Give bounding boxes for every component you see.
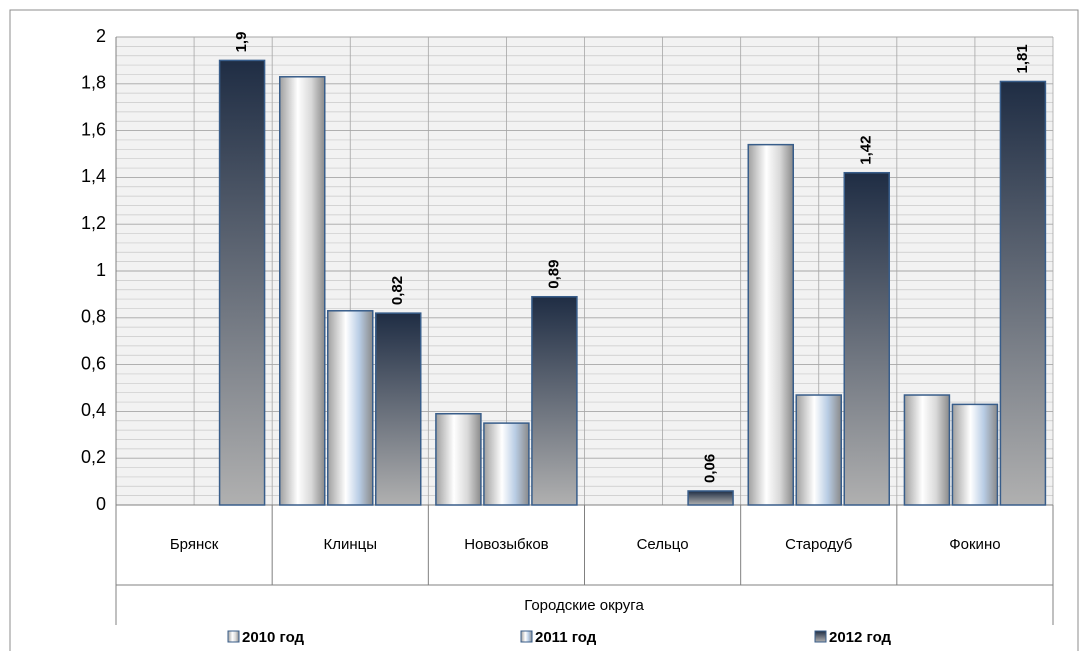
bar: [218, 59, 266, 506]
data-label: 0,82: [389, 276, 406, 305]
x-tick-label: Новозыбков: [464, 536, 548, 553]
y-tick-label: 1,4: [81, 166, 106, 186]
chart-border: [9, 9, 1079, 656]
bar: [375, 312, 422, 506]
data-label: 1,42: [858, 136, 875, 165]
bar: [747, 143, 794, 506]
x-axis-title: Городские округа: [524, 597, 644, 614]
data-label: 0,89: [545, 260, 562, 289]
bar: [843, 171, 890, 506]
bar: [903, 394, 951, 506]
bar: [327, 310, 374, 506]
legend-label: 2012 год: [829, 629, 892, 646]
bar: [483, 422, 530, 506]
y-tick-label: 1: [96, 260, 106, 280]
bar: [531, 295, 578, 506]
bar: [435, 412, 482, 506]
legend-swatch: [520, 630, 533, 643]
x-tick-label: Брянск: [170, 536, 219, 553]
legend-label: 2010 год: [242, 629, 305, 646]
y-tick-label: 0,6: [81, 353, 106, 373]
data-label: 1,9: [233, 32, 250, 53]
y-tick-label: 0,8: [81, 307, 106, 327]
y-tick-label: 2: [96, 26, 106, 46]
legend-swatch: [227, 630, 240, 643]
y-tick-label: 0: [96, 494, 106, 514]
bar: [687, 490, 734, 506]
data-label: 0,06: [702, 454, 719, 483]
legend-label: 2011 год: [535, 629, 597, 646]
bar: [795, 394, 842, 506]
y-tick-label: 1,6: [81, 119, 106, 139]
x-tick-label: Сельцо: [637, 536, 689, 553]
x-tick-label: Фокино: [949, 536, 1000, 553]
data-label: 1,81: [1014, 44, 1031, 73]
legend-swatch: [814, 630, 827, 643]
y-tick-label: 1,8: [81, 73, 106, 93]
y-tick-label: 0,4: [81, 400, 106, 420]
x-tick-label: Клинцы: [323, 536, 377, 553]
bar: [951, 403, 999, 506]
y-tick-label: 1,2: [81, 213, 106, 233]
y-tick-label: 0,2: [81, 447, 106, 467]
bar: [279, 76, 326, 506]
x-tick-label: Стародуб: [785, 536, 852, 553]
bar: [999, 80, 1047, 506]
